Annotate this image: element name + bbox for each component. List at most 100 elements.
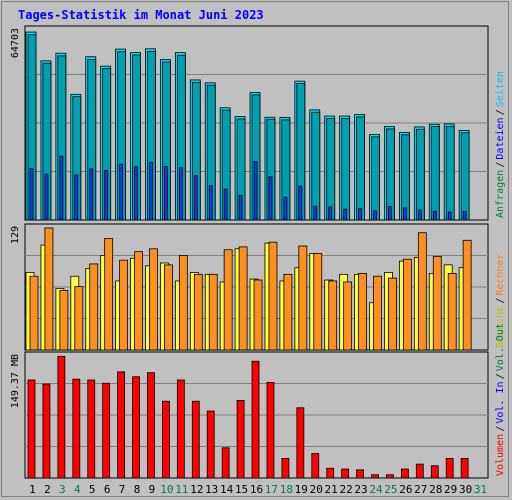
bar-volumen-day-11 — [176, 379, 185, 479]
x-tick-label-day-25: 25 — [384, 483, 397, 496]
bar-dateien-day-23 — [356, 116, 365, 221]
bar-seiten-day-3 — [59, 155, 64, 221]
bar-rechner-day-29 — [447, 272, 457, 351]
x-tick-label-day-9: 9 — [149, 483, 156, 496]
x-tick-label-day-30: 30 — [459, 483, 472, 496]
bar-seiten-day-4 — [74, 174, 79, 221]
y-max-label: 129 — [10, 226, 21, 244]
x-tick-label-day-28: 28 — [429, 483, 442, 496]
bar-rechner-day-7 — [119, 259, 129, 351]
bar-dateien-day-24 — [371, 136, 380, 221]
x-tick-label-day-24: 24 — [369, 483, 383, 496]
bar-dateien-day-29 — [445, 125, 455, 221]
bar-seiten-day-18 — [283, 196, 288, 221]
bar-volumen-day-13 — [206, 410, 215, 479]
bar-dateien-day-30 — [460, 132, 470, 221]
x-tick-label-day-7: 7 — [119, 483, 126, 496]
bar-seiten-day-13 — [208, 185, 213, 221]
bar-dateien-day-21 — [326, 117, 336, 221]
bar-rechner-day-27 — [417, 232, 427, 351]
x-tick-label-day-27: 27 — [414, 483, 427, 496]
panel-volume: 149.37 MB Volumen / Vol. In / Vol. Out — [10, 323, 506, 479]
bar-seiten-day-2 — [44, 173, 49, 221]
bar-rechner-day-4 — [74, 286, 84, 351]
x-tick-label-day-6: 6 — [104, 483, 111, 496]
bar-seiten-day-11 — [178, 167, 183, 221]
panel-hits-files-pages: 64703 Anfragen / Dateien / Seiten — [10, 25, 506, 221]
x-tick-label-day-20: 20 — [310, 483, 323, 496]
panel-visits-hosts: 129 Besuche / Rechner — [10, 223, 506, 351]
bar-seiten-day-20 — [313, 205, 318, 221]
bar-seiten-day-1 — [29, 168, 34, 221]
legend-label-vol-in: Vol. In — [495, 381, 506, 423]
bar-volumen-day-3 — [57, 355, 66, 479]
bar-rechner-day-3 — [59, 290, 69, 351]
legend-separator: / — [495, 162, 506, 168]
bar-seiten-day-7 — [119, 163, 124, 221]
x-tick-label-day-22: 22 — [339, 483, 352, 496]
legend-label-seiten: Seiten — [495, 71, 506, 107]
bar-rechner-day-19 — [298, 245, 308, 351]
x-tick-label-day-29: 29 — [444, 483, 457, 496]
bar-seiten-day-30 — [462, 211, 467, 221]
bar-seiten-day-15 — [238, 194, 243, 221]
bar-dateien-day-28 — [430, 126, 440, 221]
bar-rechner-day-17 — [268, 241, 278, 351]
chart-title: Tages-Statistik im Monat Juni 2023 — [18, 8, 264, 22]
legend-label-volumen: Volumen — [495, 434, 506, 476]
x-tick-label-day-16: 16 — [250, 483, 263, 496]
x-tick-label-day-18: 18 — [280, 483, 293, 496]
bar-rechner-day-30 — [462, 239, 472, 351]
x-tick-label-day-2: 2 — [44, 483, 51, 496]
bar-rechner-day-20 — [313, 253, 323, 351]
bar-seiten-day-27 — [417, 209, 422, 221]
bar-volumen-day-23 — [356, 469, 364, 479]
bar-seiten-day-10 — [164, 166, 168, 221]
x-tick-label-day-26: 26 — [399, 483, 412, 496]
bar-seiten-day-9 — [149, 162, 153, 221]
legend-separator: / — [495, 373, 506, 379]
x-tick-label-day-14: 14 — [220, 483, 234, 496]
bar-seiten-day-26 — [402, 207, 407, 221]
bar-volumen-day-8 — [132, 376, 140, 479]
legend-label-dateien: Dateien — [495, 117, 506, 159]
bar-rechner-day-8 — [134, 251, 143, 351]
bar-volumen-day-1 — [27, 379, 36, 479]
bar-seiten-day-22 — [343, 208, 348, 221]
bar-volumen-day-21 — [326, 467, 335, 479]
bar-volumen-day-10 — [162, 400, 170, 479]
x-tick-label-day-19: 19 — [295, 483, 308, 496]
bar-volumen-day-30 — [460, 457, 469, 479]
bar-volumen-day-25 — [386, 474, 394, 479]
bar-volumen-day-18 — [281, 457, 290, 479]
bar-seiten-day-14 — [223, 188, 228, 221]
x-tick-label-day-31: 31 — [474, 483, 487, 496]
bar-volumen-day-9 — [147, 372, 155, 479]
legend-label-vol-out: Vol. Out — [495, 323, 506, 371]
bar-rechner-day-25 — [388, 277, 397, 351]
bar-volumen-day-20 — [311, 453, 320, 479]
bar-rechner-day-24 — [373, 275, 382, 351]
legend-separator: / — [495, 426, 506, 432]
bar-seiten-day-28 — [432, 210, 437, 221]
y-max-label: 64703 — [10, 28, 21, 58]
x-tick-label-day-13: 13 — [205, 483, 218, 496]
bar-rechner-day-22 — [343, 281, 353, 351]
bar-volumen-day-5 — [87, 379, 96, 479]
bar-volumen-day-22 — [341, 468, 350, 479]
bar-rechner-day-11 — [178, 255, 188, 351]
bar-volumen-day-14 — [221, 447, 230, 479]
bar-volumen-day-4 — [72, 378, 81, 479]
x-tick-label-day-8: 8 — [134, 483, 141, 496]
legend-label-rechner: Rechner — [495, 253, 506, 295]
bar-dateien-day-26 — [400, 134, 410, 221]
bar-rechner-day-16 — [253, 279, 263, 351]
bar-volumen-day-26 — [400, 468, 409, 479]
bar-seiten-day-5 — [89, 168, 94, 221]
x-tick-label-day-21: 21 — [325, 483, 338, 496]
bar-seiten-day-19 — [298, 185, 303, 221]
bar-seiten-day-21 — [328, 206, 333, 221]
x-tick-label-day-11: 11 — [175, 483, 188, 496]
bar-volumen-day-24 — [371, 474, 379, 479]
